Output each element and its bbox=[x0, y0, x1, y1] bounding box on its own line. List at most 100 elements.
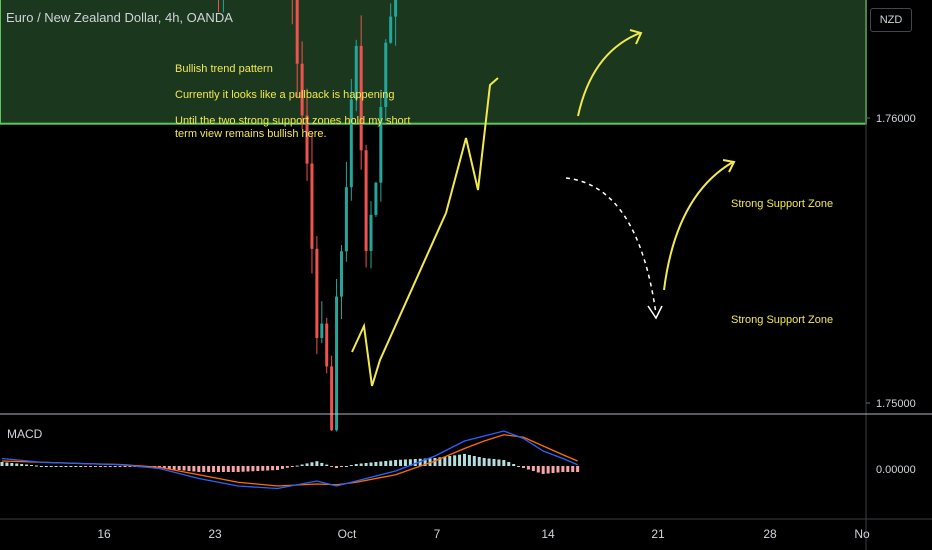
macd-histogram-bar bbox=[551, 466, 555, 473]
macd-histogram-bar bbox=[256, 466, 260, 471]
y-tick-label: 1.76000 bbox=[876, 113, 916, 125]
macd-histogram-bar bbox=[359, 463, 363, 466]
macd-histogram-bar bbox=[462, 454, 466, 466]
macd-histogram-bar bbox=[280, 466, 284, 469]
macd-histogram-bar bbox=[536, 466, 540, 473]
macd-histogram-bar bbox=[448, 456, 452, 466]
macd-histogram-bar bbox=[74, 466, 78, 467]
lower-zone-label: Strong Support Zone bbox=[731, 314, 834, 326]
candle-body bbox=[359, 45, 363, 151]
macd-histogram-bar bbox=[467, 455, 471, 466]
macd-histogram-bar bbox=[39, 466, 43, 467]
x-tick-label: 28 bbox=[763, 527, 777, 541]
candle-body bbox=[295, 0, 299, 64]
support-zones bbox=[0, 0, 867, 125]
macd-histogram-bar bbox=[0, 462, 4, 466]
macd-histogram-bar bbox=[162, 466, 166, 469]
candle-body bbox=[354, 45, 358, 100]
macd-histogram-bar bbox=[330, 466, 334, 467]
macd-histogram-bar bbox=[408, 459, 412, 466]
annotation-line-3a: Until the two strong support zones hold … bbox=[175, 115, 411, 127]
candle-body bbox=[394, 0, 398, 17]
macd-histogram-bar bbox=[44, 466, 48, 467]
macd-histogram-bar bbox=[517, 466, 521, 467]
macd-histogram-bar bbox=[30, 465, 34, 466]
macd-histogram-bar bbox=[482, 458, 486, 466]
macd-histogram-bar bbox=[266, 466, 270, 471]
candle-body bbox=[335, 296, 339, 431]
x-tick-label: 23 bbox=[208, 527, 222, 541]
macd-histogram-bar bbox=[453, 455, 457, 466]
macd-histogram-bar bbox=[177, 466, 181, 470]
macd-histogram-bar bbox=[271, 466, 275, 471]
macd-histogram-bar bbox=[418, 458, 422, 466]
macd-histogram-bar bbox=[413, 459, 417, 466]
upper-zone-label: Strong Support Zone bbox=[731, 198, 834, 210]
macd-histogram-bar bbox=[576, 466, 580, 472]
macd-histogram-bar bbox=[349, 465, 353, 466]
macd-histogram-bar bbox=[241, 466, 245, 472]
wave-drawing-3 bbox=[445, 77, 499, 214]
macd-histogram-bar bbox=[571, 466, 575, 472]
support-zone-2 bbox=[0, 0, 867, 125]
macd-label[interactable]: MACD bbox=[7, 427, 43, 441]
candle-body bbox=[315, 248, 319, 338]
macd-histogram-bar bbox=[10, 463, 14, 466]
macd-histogram-bar bbox=[492, 459, 496, 466]
macd-pane bbox=[0, 430, 580, 490]
macd-histogram-bar bbox=[497, 459, 501, 466]
macd-histogram-bar bbox=[438, 457, 442, 466]
macd-histogram-bar bbox=[310, 462, 314, 466]
macd-histogram-bar bbox=[541, 466, 545, 474]
macd-histogram-bar bbox=[477, 457, 481, 466]
candle-body bbox=[305, 115, 309, 164]
symbol-title[interactable]: Euro / New Zealand Dollar, 4h, OANDA bbox=[6, 10, 233, 25]
macd-histogram-bar bbox=[79, 466, 83, 467]
macd-histogram-bar bbox=[403, 459, 407, 466]
macd-histogram-bar bbox=[182, 466, 186, 471]
macd-histogram-bar bbox=[344, 466, 348, 467]
candle-body bbox=[379, 106, 383, 183]
macd-histogram-bar bbox=[25, 464, 29, 466]
annotation-line-3b: term view remains bullish here. bbox=[175, 128, 327, 140]
macd-histogram-bar bbox=[320, 462, 324, 466]
macd-histogram-bar bbox=[216, 466, 220, 472]
currency-button[interactable]: NZD bbox=[870, 8, 912, 32]
arrowhead-lower bbox=[722, 159, 736, 173]
macd-histogram-bar bbox=[113, 466, 117, 467]
macd-histogram-bar bbox=[443, 456, 447, 466]
macd-histogram-bar bbox=[108, 466, 112, 467]
macd-histogram-bar bbox=[369, 462, 373, 466]
macd-histogram-bar bbox=[89, 466, 93, 467]
macd-histogram-bar bbox=[556, 466, 560, 473]
macd-histogram-bar bbox=[192, 466, 196, 472]
wave-drawing-1 bbox=[351, 322, 373, 387]
x-tick-label: Oct bbox=[338, 527, 357, 541]
macd-histogram-bar bbox=[379, 461, 383, 466]
bullish-arrow-lower bbox=[663, 161, 734, 291]
macd-histogram-bar bbox=[305, 463, 309, 466]
candle-body bbox=[339, 251, 343, 297]
macd-zero-label: 0.00000 bbox=[876, 464, 916, 476]
macd-histogram-bar bbox=[423, 458, 427, 466]
macd-histogram-bar bbox=[335, 466, 339, 468]
macd-histogram-bar bbox=[64, 466, 68, 467]
macd-histogram-bar bbox=[394, 460, 398, 466]
macd-histogram-bar bbox=[231, 466, 235, 472]
macd-histogram-bar bbox=[221, 466, 225, 472]
macd-histogram-bar bbox=[251, 466, 255, 472]
macd-histogram-bar bbox=[399, 459, 403, 466]
wave-drawing-2 bbox=[371, 212, 447, 387]
macd-histogram-bar bbox=[123, 466, 127, 467]
macd-histogram-bar bbox=[290, 466, 294, 467]
macd-histogram-bar bbox=[59, 466, 63, 467]
macd-histogram-bar bbox=[315, 461, 319, 466]
macd-histogram-bar bbox=[5, 462, 9, 466]
macd-histogram-bar bbox=[502, 460, 506, 466]
macd-histogram-bar bbox=[167, 466, 171, 469]
macd-histogram-bar bbox=[84, 466, 88, 467]
macd-histogram-bar bbox=[389, 460, 393, 466]
macd-histogram-bar bbox=[93, 466, 97, 467]
macd-histogram-bar bbox=[487, 458, 491, 466]
